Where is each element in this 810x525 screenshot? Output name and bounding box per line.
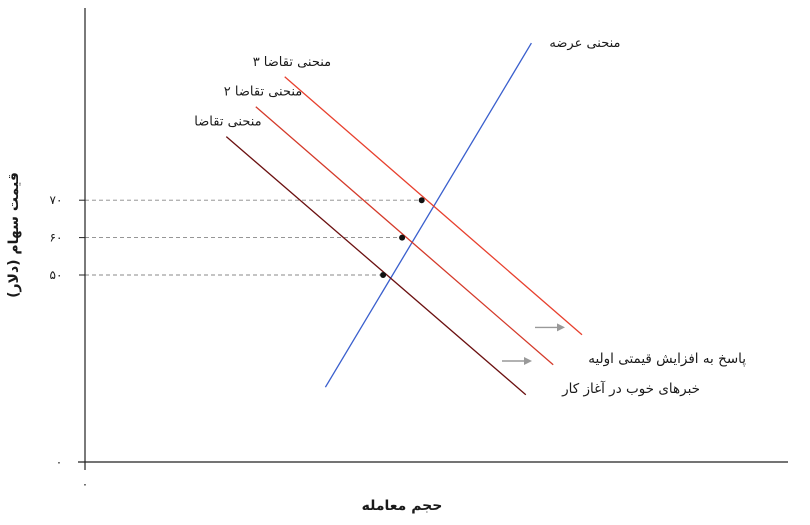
- demand-curve-label-1: منحنی تقاضا: [194, 115, 261, 130]
- annotation-arrowhead-1: [557, 323, 565, 332]
- demand-curve-3: [284, 76, 583, 336]
- y-tick-label-1: ۶۰: [50, 231, 63, 245]
- axes: [78, 8, 788, 470]
- y-tick-label-0: ۷۰: [50, 193, 63, 207]
- supply-curve: [324, 42, 532, 388]
- annotation-text-1: خبرهای خوب در آغاز کار: [561, 380, 700, 397]
- equilibrium-points: [380, 197, 425, 278]
- supply-curve-label: منحنی عرضه: [549, 36, 620, 51]
- equilibrium-point-2: [418, 197, 425, 204]
- dashed-guide-lines: [85, 199, 422, 276]
- annotation-text-0: پاسخ به افزایش قیمتی اولیه: [588, 351, 746, 367]
- equilibrium-point-1: [399, 234, 406, 241]
- annotations: پاسخ به افزایش قیمتی اولیه خبرهای خوب در …: [502, 323, 746, 397]
- demand-curve-label-3: منحنی تقاضا ۳: [253, 55, 331, 70]
- x-origin-label: ۰: [82, 477, 88, 491]
- equilibrium-point-0: [380, 272, 387, 278]
- y-origin-label: ۰: [56, 455, 62, 469]
- y-axis-title: قیمت سهام (دلار): [6, 172, 22, 298]
- y-tick-label-2: ۵۰: [50, 268, 63, 282]
- demand-curve-1: [225, 136, 527, 396]
- demand-curve-label-2: منحنی تقاضا ۲: [224, 85, 302, 100]
- annotation-arrowhead-0: [524, 357, 532, 365]
- demand-curve-2: [255, 106, 554, 366]
- curve-labels: منحنی عرضه منحنی تقاضا منحنی تقاضا ۲ منحنی …: [194, 36, 620, 130]
- curves-layer: [225, 42, 583, 396]
- y-ticks: ۷۰ ۶۰ ۵۰: [50, 193, 85, 282]
- x-axis-title: حجم معامله: [362, 498, 443, 514]
